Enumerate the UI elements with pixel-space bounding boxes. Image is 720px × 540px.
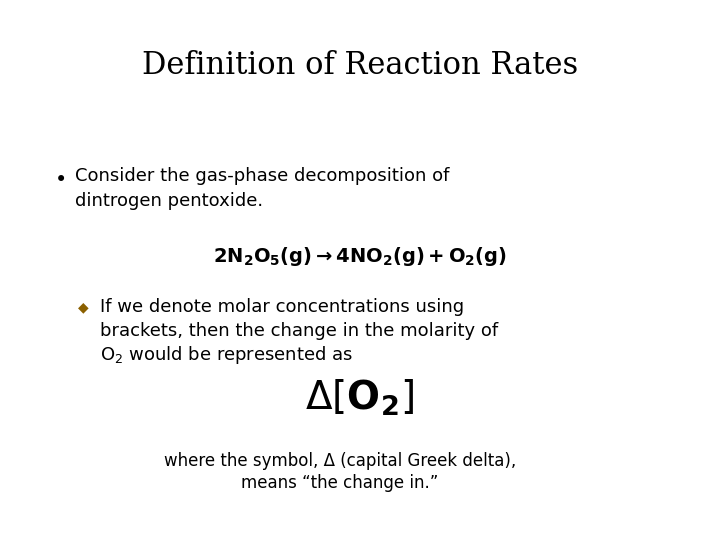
- Text: $\mathbf{2N_2O_5(g) \rightarrow 4NO_2(g)+O_2(g)}$: $\mathbf{2N_2O_5(g) \rightarrow 4NO_2(g)…: [213, 245, 507, 268]
- Text: Definition of Reaction Rates: Definition of Reaction Rates: [142, 50, 578, 81]
- Text: brackets, then the change in the molarity of: brackets, then the change in the molarit…: [100, 322, 498, 340]
- Text: If we denote molar concentrations using: If we denote molar concentrations using: [100, 298, 464, 316]
- Text: Consider the gas-phase decomposition of: Consider the gas-phase decomposition of: [75, 167, 449, 185]
- Text: O$_2$ would be represented as: O$_2$ would be represented as: [100, 344, 353, 366]
- Text: dintrogen pentoxide.: dintrogen pentoxide.: [75, 192, 263, 210]
- Text: ◆: ◆: [78, 300, 89, 314]
- Text: $\Delta[\mathbf{O_2}]$: $\Delta[\mathbf{O_2}]$: [305, 378, 415, 419]
- Text: means “the change in.”: means “the change in.”: [241, 474, 438, 492]
- Text: •: •: [55, 170, 67, 190]
- Text: where the symbol, Δ (capital Greek delta),: where the symbol, Δ (capital Greek delta…: [164, 452, 516, 470]
